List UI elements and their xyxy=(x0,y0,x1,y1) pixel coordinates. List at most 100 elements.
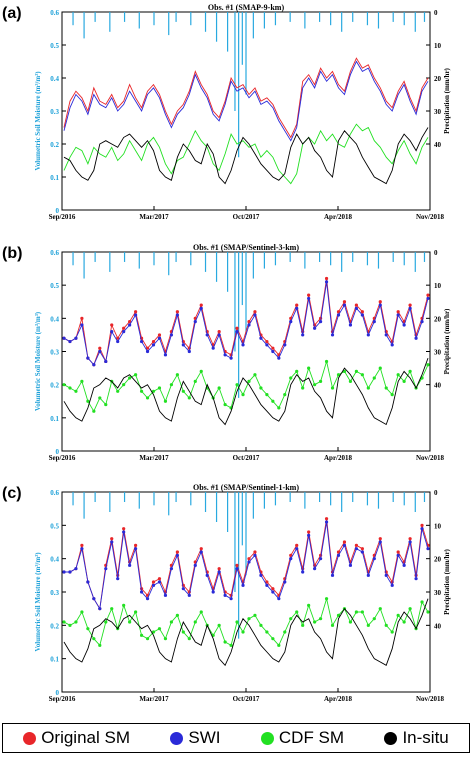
data-point-swi xyxy=(193,320,197,324)
data-point-original xyxy=(420,523,424,527)
y-tick-label: 0.2 xyxy=(50,622,59,630)
data-point-swi xyxy=(360,313,364,317)
y-tick-label: 0.4 xyxy=(50,556,59,564)
data-point-swi xyxy=(128,323,132,327)
data-point-cdf xyxy=(74,620,78,624)
data-point-swi xyxy=(80,323,84,327)
data-point-cdf xyxy=(139,389,144,393)
data-point-cdf xyxy=(151,630,156,634)
data-point-original xyxy=(295,303,299,307)
x-tick-label: Nov/2018 xyxy=(416,213,445,221)
data-point-cdf xyxy=(68,623,72,627)
x-tick-label: Mar/2017 xyxy=(139,695,169,703)
data-point-original xyxy=(175,310,179,314)
legend-item-insitu: In-situ xyxy=(384,728,449,748)
data-point-swi xyxy=(104,359,108,364)
data-point-swi xyxy=(289,320,293,324)
data-point-cdf xyxy=(223,640,227,644)
data-point-original xyxy=(116,336,120,340)
data-point-original xyxy=(271,346,275,350)
data-point-swi xyxy=(324,280,329,284)
data-point-cdf xyxy=(360,610,364,614)
data-point-original xyxy=(289,553,293,557)
data-point-swi xyxy=(295,547,299,551)
data-point-cdf xyxy=(104,620,108,624)
data-point-cdf xyxy=(145,637,150,641)
legend-marker-original xyxy=(23,731,37,745)
data-point-swi xyxy=(283,580,287,584)
data-point-cdf xyxy=(426,363,430,367)
data-point-cdf xyxy=(199,369,203,373)
data-point-swi xyxy=(307,296,311,301)
y-tick-label: 0.4 xyxy=(50,315,59,323)
data-point-cdf xyxy=(62,383,66,387)
data-point-original xyxy=(408,303,412,307)
data-point-original xyxy=(253,310,257,314)
data-point-original xyxy=(265,580,269,584)
data-point-original xyxy=(199,547,203,551)
data-point-swi xyxy=(157,336,162,340)
data-point-swi xyxy=(122,330,126,334)
data-point-original xyxy=(235,326,239,330)
data-point-cdf xyxy=(235,620,239,624)
data-point-original xyxy=(217,330,221,334)
y2-tick-label: 30 xyxy=(434,108,442,116)
y2-tick-label: 10 xyxy=(434,522,442,530)
data-point-swi xyxy=(229,597,233,601)
data-point-swi xyxy=(151,583,156,587)
y-tick-label: 0.3 xyxy=(50,108,59,116)
data-point-original xyxy=(134,543,138,547)
data-point-cdf xyxy=(318,379,323,383)
data-point-swi xyxy=(223,353,227,357)
data-point-cdf xyxy=(295,369,299,373)
data-point-cdf xyxy=(289,376,293,380)
data-point-cdf xyxy=(157,627,162,631)
data-point-original xyxy=(360,310,364,314)
chart-title: Obs. #1 (SMAP-9-km) xyxy=(208,3,285,12)
data-point-cdf xyxy=(402,379,406,383)
series-line-swi xyxy=(63,60,429,142)
data-point-swi xyxy=(384,573,388,577)
data-point-swi xyxy=(372,557,376,561)
data-point-cdf xyxy=(169,383,174,387)
data-point-original xyxy=(122,527,126,531)
panel-a: 0 0.1 0.2 0.3 0.4 0.5 0.6 0 10 20 30 40 Sep/2016 Mar/… xyxy=(2,3,451,221)
data-point-swi xyxy=(92,597,96,601)
data-point-swi xyxy=(86,580,90,584)
data-point-cdf xyxy=(217,386,221,390)
y-tick-label: 0 xyxy=(56,207,60,215)
data-point-swi xyxy=(390,343,394,347)
series-original xyxy=(63,57,429,139)
data-point-cdf xyxy=(301,386,305,390)
data-point-swi xyxy=(426,547,430,551)
data-point-cdf xyxy=(80,610,84,614)
data-point-cdf xyxy=(307,603,311,607)
data-point-cdf xyxy=(330,386,335,390)
data-point-swi xyxy=(68,339,72,344)
data-point-swi xyxy=(277,356,281,360)
data-point-cdf xyxy=(253,613,257,617)
data-point-cdf xyxy=(271,637,275,641)
data-point-swi xyxy=(402,563,406,567)
data-point-swi xyxy=(145,597,150,601)
data-point-swi xyxy=(217,570,221,574)
y-axis-label: Volumetric Soil Moisture (m³/m³) xyxy=(34,552,42,652)
data-point-cdf xyxy=(366,386,370,390)
data-point-original xyxy=(360,547,364,551)
data-point-cdf xyxy=(92,409,96,413)
y2-tick-label: 40 xyxy=(434,622,442,630)
y-tick-label: 0 xyxy=(56,448,60,456)
data-point-swi xyxy=(295,306,299,310)
data-point-original xyxy=(354,303,358,307)
data-point-swi xyxy=(354,547,358,551)
data-point-swi xyxy=(74,336,78,340)
legend-marker-cdf xyxy=(260,731,274,745)
data-point-swi xyxy=(318,320,323,324)
data-point-swi xyxy=(104,567,108,571)
data-point-swi xyxy=(62,336,66,340)
x-tick-label: Apr/2018 xyxy=(324,695,353,703)
data-point-original xyxy=(110,537,114,541)
data-point-swi xyxy=(307,533,311,537)
data-point-original xyxy=(157,333,162,337)
data-point-cdf xyxy=(271,399,275,403)
